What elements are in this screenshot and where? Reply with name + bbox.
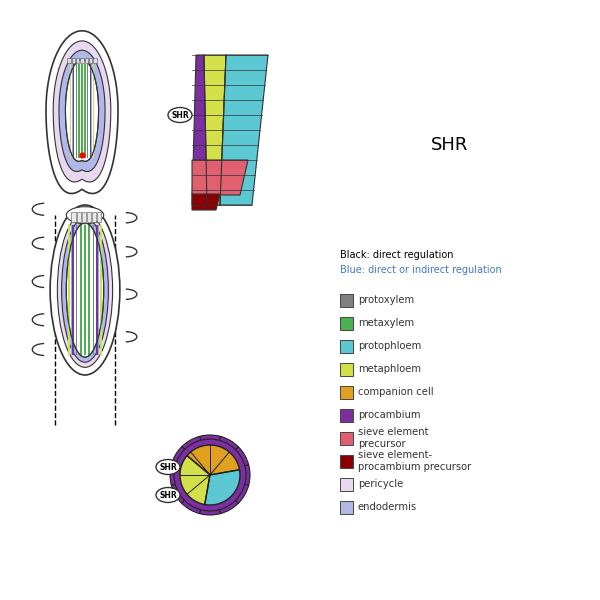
Bar <box>98 226 100 355</box>
Text: sieve element
precursor: sieve element precursor <box>358 427 428 449</box>
Wedge shape <box>210 475 238 514</box>
Bar <box>340 363 353 376</box>
Bar <box>340 501 353 514</box>
Ellipse shape <box>156 460 180 475</box>
Bar <box>340 386 353 399</box>
Bar <box>340 432 353 445</box>
Bar <box>84 226 86 355</box>
Wedge shape <box>210 447 248 475</box>
Wedge shape <box>205 470 240 505</box>
Bar <box>93 226 94 355</box>
Polygon shape <box>59 50 105 172</box>
Polygon shape <box>192 194 220 210</box>
Wedge shape <box>200 435 220 475</box>
Text: metaphloem: metaphloem <box>358 364 421 374</box>
Bar <box>87 64 88 158</box>
Bar <box>93 58 97 63</box>
Bar <box>100 226 102 355</box>
Bar <box>76 226 77 355</box>
Bar <box>68 226 70 355</box>
Wedge shape <box>182 436 210 475</box>
Bar <box>90 64 91 158</box>
Bar <box>80 226 82 355</box>
Text: SHR: SHR <box>159 491 177 499</box>
Bar <box>340 294 353 307</box>
Bar <box>81 64 83 158</box>
Circle shape <box>174 439 246 511</box>
Polygon shape <box>46 31 118 193</box>
Bar <box>85 58 88 63</box>
Bar <box>340 340 353 353</box>
Bar <box>89 58 92 63</box>
Bar <box>91 64 92 158</box>
Bar <box>80 58 84 63</box>
Wedge shape <box>180 456 210 505</box>
Bar <box>71 212 76 222</box>
Bar <box>93 64 94 158</box>
Ellipse shape <box>168 107 192 122</box>
Bar <box>340 455 353 468</box>
Bar <box>87 212 91 222</box>
Text: metaxylem: metaxylem <box>358 318 414 328</box>
Bar <box>92 212 96 222</box>
Text: SHR: SHR <box>431 136 469 154</box>
Ellipse shape <box>66 223 104 357</box>
Polygon shape <box>65 59 98 161</box>
Text: Blue: direct or indirect regulation: Blue: direct or indirect regulation <box>340 265 502 275</box>
Polygon shape <box>53 41 111 182</box>
Polygon shape <box>192 160 248 195</box>
Bar <box>96 226 98 355</box>
Bar <box>340 409 353 422</box>
Wedge shape <box>172 475 210 503</box>
Text: companion cell: companion cell <box>358 387 434 397</box>
Bar <box>79 64 80 158</box>
Ellipse shape <box>62 218 109 362</box>
Bar <box>72 64 73 158</box>
Wedge shape <box>182 475 210 514</box>
Bar <box>84 64 86 158</box>
Bar <box>73 64 74 158</box>
Text: procambium: procambium <box>358 410 421 420</box>
Bar <box>340 317 353 330</box>
Polygon shape <box>192 55 207 205</box>
Polygon shape <box>220 55 268 205</box>
Bar <box>76 64 77 158</box>
Ellipse shape <box>156 487 180 503</box>
Ellipse shape <box>58 212 113 367</box>
Bar <box>340 478 353 491</box>
Bar <box>97 212 101 222</box>
Bar <box>77 212 81 222</box>
Text: sieve element-
procambium precursor: sieve element- procambium precursor <box>358 450 471 472</box>
Ellipse shape <box>50 205 120 375</box>
Bar <box>71 58 75 63</box>
Bar <box>76 58 79 63</box>
Bar <box>67 58 71 63</box>
Wedge shape <box>210 464 250 485</box>
Bar <box>72 226 74 355</box>
Bar <box>71 226 72 355</box>
Wedge shape <box>172 447 210 475</box>
Bar <box>82 212 86 222</box>
Text: protoxylem: protoxylem <box>358 295 414 305</box>
Text: pericycle: pericycle <box>358 479 403 489</box>
Text: endodermis: endodermis <box>358 502 417 512</box>
Wedge shape <box>187 445 239 475</box>
Text: protophloem: protophloem <box>358 341 421 351</box>
Wedge shape <box>200 475 220 515</box>
Text: SHR: SHR <box>159 463 177 472</box>
Ellipse shape <box>66 206 104 224</box>
Wedge shape <box>210 436 238 475</box>
Bar <box>70 64 71 158</box>
Wedge shape <box>210 475 248 503</box>
Polygon shape <box>204 55 226 205</box>
Text: Black: direct regulation: Black: direct regulation <box>340 250 454 260</box>
Text: SHR: SHR <box>171 110 189 119</box>
Wedge shape <box>170 464 210 485</box>
Bar <box>88 226 90 355</box>
